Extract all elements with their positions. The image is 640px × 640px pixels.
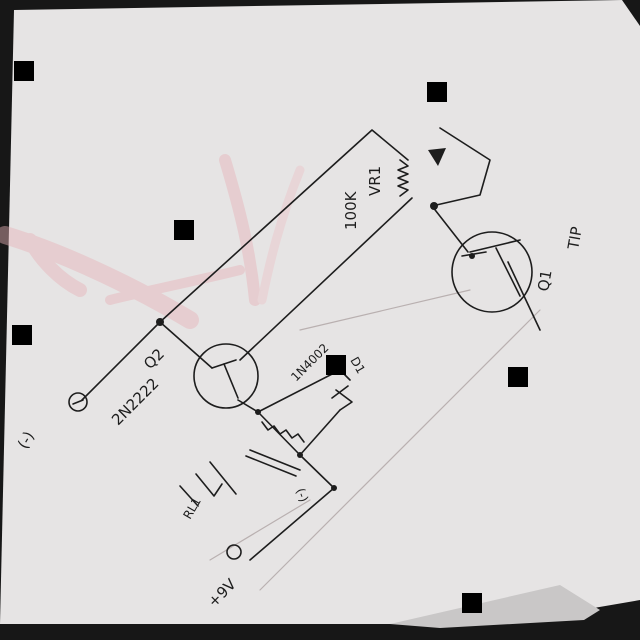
marker-square bbox=[14, 61, 34, 81]
q1-name-label: Q1 bbox=[534, 269, 555, 293]
fiducial-markers bbox=[12, 61, 528, 613]
marker-square bbox=[427, 82, 447, 102]
paper-shadow bbox=[390, 585, 600, 628]
relay-contact-label: (-) bbox=[293, 486, 311, 504]
potentiometer-vr1 bbox=[397, 127, 491, 210]
stain-marks bbox=[0, 154, 305, 329]
marker-square bbox=[174, 220, 194, 240]
q1-part-label: TIP bbox=[564, 225, 586, 251]
transistor-q1 bbox=[451, 231, 533, 313]
junction-dot bbox=[469, 253, 475, 259]
diode-d1 bbox=[331, 385, 353, 411]
transistor-q2 bbox=[156, 318, 261, 415]
paper-sheet bbox=[0, 0, 640, 624]
junction-dot bbox=[331, 485, 337, 491]
vr1-name-label: VR1 bbox=[366, 166, 384, 196]
junction-dot bbox=[297, 452, 303, 458]
junction-dot bbox=[430, 202, 438, 210]
relay-coil bbox=[245, 421, 337, 491]
marker-square bbox=[508, 367, 528, 387]
junction-dot bbox=[156, 318, 164, 326]
marker-square bbox=[462, 593, 482, 613]
marker-square bbox=[326, 355, 346, 375]
negative-terminal-label: (-) bbox=[14, 428, 38, 452]
relay-contacts bbox=[179, 461, 237, 507]
supply-terminal bbox=[226, 544, 242, 560]
negative-terminal bbox=[68, 392, 88, 412]
junction-dot bbox=[255, 409, 261, 415]
vr1-value-label: 100K bbox=[342, 190, 360, 230]
marker-square bbox=[12, 325, 32, 345]
wiper-arrow-icon bbox=[428, 148, 446, 166]
